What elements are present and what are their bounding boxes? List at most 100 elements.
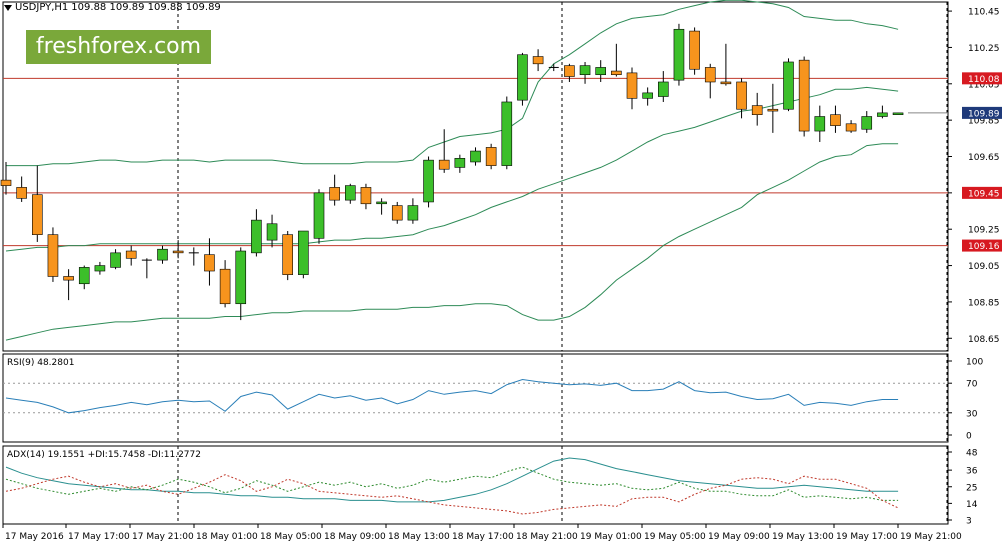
price-level-label: 110.08 bbox=[968, 75, 1000, 85]
adx-tick-label: 3 bbox=[966, 517, 972, 527]
brand-logo: freshforex.com bbox=[26, 30, 211, 64]
time-tick-label: 18 May 21:00 bbox=[516, 532, 578, 542]
candle-body bbox=[861, 116, 873, 130]
candle-body bbox=[611, 70, 622, 76]
candle-body bbox=[704, 67, 716, 83]
time-tick-label: 19 May 09:00 bbox=[708, 532, 770, 542]
price-tick-label: 108.65 bbox=[968, 335, 1000, 345]
symbol-label: USDJPY,H1 bbox=[15, 2, 69, 13]
price-panel[interactable]: 110.45 110.25 110.05 109.85 109.65 109.45 109.… bbox=[0, 0, 1002, 352]
adx-panel[interactable]: 48 36 25 14 3 ADX(14) 19.1551 +DI:15.7458 -DI… bbox=[2, 445, 978, 527]
price-level-label: 109.16 bbox=[968, 242, 1000, 252]
candle-body bbox=[47, 234, 59, 277]
time-tick-label: 17 May 21:00 bbox=[132, 532, 194, 542]
candle-body bbox=[423, 159, 434, 203]
candle-body bbox=[595, 67, 607, 76]
time-tick-label: 17 May 2016 bbox=[5, 532, 64, 542]
candle-body bbox=[235, 250, 247, 305]
candle-body bbox=[94, 265, 106, 272]
candle-body bbox=[313, 192, 325, 239]
adx-tick-label: 36 bbox=[966, 467, 978, 477]
rsi-panel[interactable]: 100 70 30 0 RSI(9) 48.2801 bbox=[2, 353, 983, 443]
candle-body bbox=[172, 250, 184, 254]
rsi-tick-label: 0 bbox=[966, 432, 972, 442]
price-tick-label: 109.65 bbox=[968, 153, 1000, 163]
price-tick-label: 110.45 bbox=[968, 8, 1000, 18]
candle-body bbox=[125, 250, 137, 259]
time-tick-label: 18 May 01:00 bbox=[196, 532, 258, 542]
panel-frame bbox=[2, 353, 949, 443]
candle-body bbox=[407, 205, 419, 221]
panel-frame bbox=[2, 445, 949, 525]
candle-body bbox=[517, 54, 528, 101]
candle-body bbox=[814, 116, 826, 132]
candle-body bbox=[532, 56, 544, 65]
candle-body bbox=[78, 267, 90, 285]
time-tick-label: 19 May 13:00 bbox=[772, 532, 834, 542]
price-tick-label: 108.85 bbox=[968, 298, 1000, 308]
rsi-tick-label: 70 bbox=[966, 380, 978, 390]
adx-tick-label: 48 bbox=[966, 449, 978, 459]
time-tick-label: 19 May 21:00 bbox=[900, 532, 962, 542]
price-tick-label: 110.05 bbox=[968, 80, 1000, 90]
adx-plus-di-line bbox=[5, 466, 899, 501]
candle-body bbox=[298, 230, 309, 275]
candle-body bbox=[31, 194, 43, 235]
candle-body bbox=[657, 81, 669, 97]
candle-body bbox=[830, 114, 841, 126]
adx-tick-label: 25 bbox=[966, 483, 977, 493]
rsi-tick-label: 30 bbox=[966, 409, 978, 419]
time-tick-label: 18 May 05:00 bbox=[260, 532, 322, 542]
candle-body bbox=[204, 254, 215, 272]
candle-body bbox=[454, 158, 466, 168]
candle-body bbox=[689, 30, 700, 70]
candle-body bbox=[251, 219, 262, 254]
bollinger-middle-line bbox=[5, 86, 899, 252]
candle-body bbox=[376, 201, 387, 205]
time-axis: 17 May 2016 17 May 17:00 17 May 21:00 18 Ma… bbox=[2, 524, 962, 542]
price-tick-label: 110.25 bbox=[968, 44, 1000, 54]
rsi-line bbox=[5, 378, 899, 414]
rsi-label: RSI(9) 48.2801 bbox=[7, 358, 74, 368]
candle-body bbox=[767, 108, 779, 112]
time-tick-label: 19 May 05:00 bbox=[644, 532, 706, 542]
adx-tick-label: 14 bbox=[966, 500, 978, 510]
time-tick-label: 19 May 17:00 bbox=[836, 532, 898, 542]
candle-body bbox=[157, 248, 168, 261]
current-price-tag bbox=[962, 106, 1002, 119]
adx-label: ADX(14) 19.1551 +DI:15.7458 -DI:11.2772 bbox=[7, 450, 201, 460]
candle-body bbox=[845, 123, 857, 132]
price-tick-label: 109.85 bbox=[968, 117, 1000, 127]
candle-body bbox=[579, 65, 591, 76]
candle-body bbox=[0, 179, 12, 186]
dropdown-triangle-icon[interactable] bbox=[4, 4, 12, 11]
candle-body bbox=[626, 72, 638, 99]
price-level-label: 109.45 bbox=[968, 189, 1000, 199]
candle-body bbox=[673, 28, 685, 81]
ohlc-readout: 109.88 109.89 109.88 109.89 bbox=[71, 2, 221, 13]
adx-main-line bbox=[5, 457, 899, 503]
bollinger-lower-line bbox=[5, 143, 899, 341]
candle-body bbox=[877, 112, 888, 117]
candle-body bbox=[63, 276, 74, 281]
price-tick-label: 109.25 bbox=[968, 226, 1000, 236]
time-tick-label: 19 May 01:00 bbox=[580, 532, 642, 542]
candle-body bbox=[391, 205, 403, 221]
candle-body bbox=[219, 268, 231, 305]
candle-body bbox=[470, 150, 481, 163]
candle-body bbox=[438, 159, 450, 170]
time-tick-label: 18 May 17:00 bbox=[452, 532, 514, 542]
bollinger-upper-line bbox=[6, 0, 899, 167]
rsi-tick-label: 100 bbox=[966, 358, 983, 368]
candle-body bbox=[642, 92, 653, 99]
symbol-header: USDJPY,H1 109.88 109.89 109.88 109.89 bbox=[4, 2, 221, 13]
candle-body bbox=[501, 101, 513, 166]
price-level-tag bbox=[962, 239, 1002, 252]
candle-body bbox=[564, 65, 575, 77]
candle-body bbox=[736, 81, 747, 110]
candle-body bbox=[720, 81, 732, 85]
candle-body bbox=[892, 112, 904, 115]
candle-body bbox=[751, 105, 763, 115]
candle-body bbox=[329, 187, 340, 201]
